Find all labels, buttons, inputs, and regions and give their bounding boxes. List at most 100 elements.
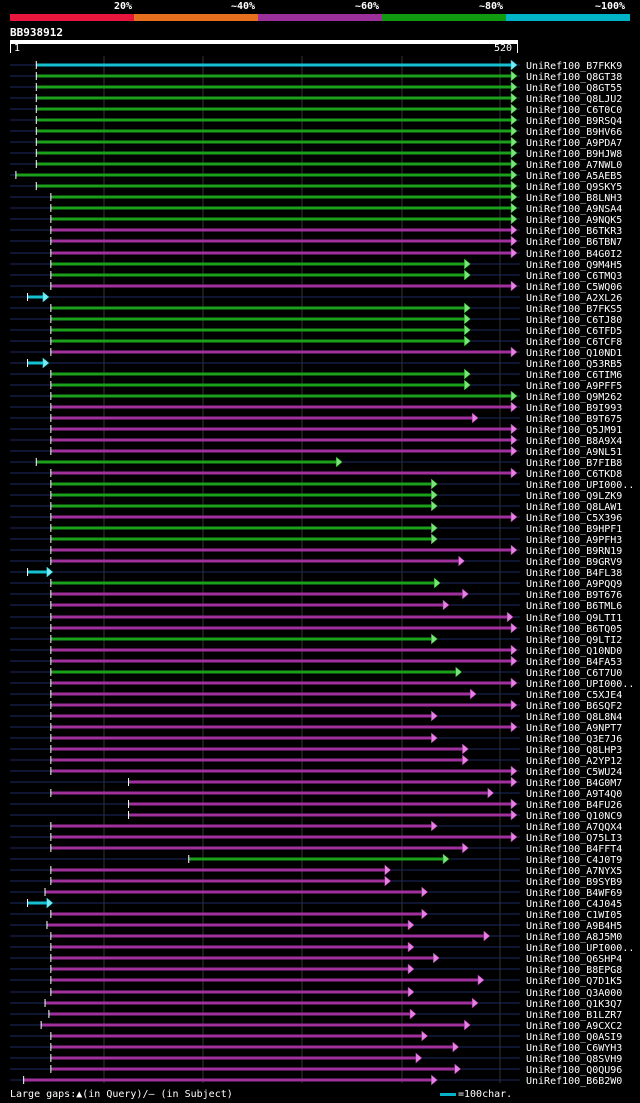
hit-name: UniRef100_B4G0I2 bbox=[526, 249, 622, 260]
hit-bar bbox=[36, 96, 514, 100]
hit-name: UniRef100_A9PDA7 bbox=[526, 138, 622, 149]
hit-end-arrow bbox=[442, 853, 450, 865]
hit-name: UniRef100_A9NQK5 bbox=[526, 215, 622, 226]
hit-bar bbox=[50, 273, 467, 277]
hit-name: UniRef100_Q8LJU2 bbox=[526, 94, 622, 105]
hit-end-arrow bbox=[462, 842, 469, 854]
hit-name: UniRef100_A8J5M0 bbox=[526, 932, 622, 943]
hit-bar bbox=[41, 1023, 467, 1027]
hit-name: UniRef100_Q10NC9 bbox=[526, 811, 622, 822]
hit-end-arrow bbox=[510, 655, 518, 667]
hit-name: UniRef100_Q6SHP4 bbox=[526, 954, 622, 965]
hit-name: UniRef100_A9NL51 bbox=[526, 447, 622, 458]
hit-name: UniRef100_C6TKD8 bbox=[526, 469, 622, 480]
hit-end-arrow bbox=[409, 1008, 417, 1020]
hit-end-arrow bbox=[510, 622, 518, 634]
hit-name: UniRef100_A9PQQ9 bbox=[526, 579, 622, 590]
hit-bar bbox=[50, 339, 467, 343]
hit-name: UniRef100_B6TML6 bbox=[526, 601, 622, 612]
hit-end-arrow bbox=[431, 732, 438, 744]
hit-bar bbox=[50, 681, 513, 685]
hit-end-arrow bbox=[464, 324, 471, 336]
hit-name: UniRef100_Q9LTI1 bbox=[526, 613, 622, 624]
hit-end-arrow bbox=[421, 886, 429, 898]
hit-bar bbox=[36, 140, 514, 144]
hit-end-arrow bbox=[462, 754, 469, 766]
hit-end-arrow bbox=[431, 1074, 438, 1086]
hit-end-arrow bbox=[510, 136, 518, 148]
hit-name: UniRef100_C1WI05 bbox=[526, 910, 622, 921]
hit-end-arrow bbox=[510, 776, 518, 788]
hit-name: UniRef100_B6TQ05 bbox=[526, 624, 622, 635]
hit-name: UniRef100_Q10ND0 bbox=[526, 646, 622, 657]
legend-label-60: ~60% bbox=[354, 1, 380, 12]
hit-name: UniRef100_Q8SVH9 bbox=[526, 1054, 622, 1065]
hit-end-arrow bbox=[510, 81, 518, 93]
hit-end-arrow bbox=[407, 941, 415, 953]
hit-name: UniRef100_C6WYH3 bbox=[526, 1043, 622, 1054]
hit-name: UniRef100_A9NPT7 bbox=[526, 723, 622, 734]
hit-bar bbox=[50, 394, 513, 398]
hit-end-arrow bbox=[506, 611, 514, 623]
hit-end-arrow bbox=[510, 798, 518, 810]
hit-bar bbox=[50, 405, 513, 409]
hit-end-arrow bbox=[464, 269, 471, 281]
hit-name: UniRef100_C6T7U0 bbox=[526, 668, 622, 679]
hit-bar bbox=[50, 846, 465, 850]
hit-bar bbox=[50, 239, 513, 243]
hit-end-arrow bbox=[464, 313, 471, 325]
hit-end-arrow bbox=[510, 213, 518, 225]
hit-end-arrow bbox=[471, 412, 479, 424]
hit-bar bbox=[50, 603, 446, 607]
hit-bar bbox=[50, 548, 513, 552]
legend-segment-cyan bbox=[506, 14, 630, 21]
hit-bar bbox=[50, 449, 513, 453]
hit-bar bbox=[36, 151, 514, 155]
hit-bar bbox=[50, 824, 434, 828]
hit-bar bbox=[50, 251, 513, 255]
hit-name: UniRef100_UPI000.. bbox=[526, 943, 634, 954]
hit-end-arrow bbox=[384, 864, 392, 876]
hit-bar bbox=[50, 736, 434, 740]
hit-bar bbox=[50, 195, 513, 199]
hit-end-arrow bbox=[510, 114, 518, 126]
hit-end-arrow bbox=[510, 765, 518, 777]
hit-end-arrow bbox=[510, 831, 518, 843]
hit-bar bbox=[50, 427, 513, 431]
hit-end-arrow bbox=[431, 633, 438, 645]
hit-bar bbox=[50, 912, 424, 916]
hit-bar bbox=[36, 184, 514, 188]
hit-bar bbox=[50, 692, 473, 696]
hit-name: UniRef100_B9RSQ4 bbox=[526, 116, 622, 127]
hit-bar bbox=[15, 173, 514, 177]
hit-end-arrow bbox=[510, 423, 518, 435]
hit-bar bbox=[50, 438, 513, 442]
hit-end-arrow bbox=[510, 70, 518, 82]
hit-bar bbox=[27, 570, 49, 574]
hit-bar bbox=[50, 1056, 418, 1060]
hit-name: UniRef100_Q9LTI2 bbox=[526, 635, 622, 646]
hit-bar bbox=[50, 1045, 455, 1049]
hit-bar bbox=[36, 107, 514, 111]
hit-end-arrow bbox=[421, 908, 429, 920]
hit-name: UniRef100_B4FFT4 bbox=[526, 844, 622, 855]
hit-end-arrow bbox=[462, 743, 469, 755]
hit-end-arrow bbox=[471, 997, 479, 1009]
hit-end-arrow bbox=[510, 280, 518, 292]
hit-bar bbox=[50, 504, 434, 508]
hit-name: UniRef100_Q1K3Q7 bbox=[526, 999, 622, 1010]
hit-bar bbox=[50, 1034, 424, 1038]
hit-name: UniRef100_Q9M4H5 bbox=[526, 260, 622, 271]
hit-bar bbox=[50, 350, 513, 354]
hit-bar bbox=[50, 317, 467, 321]
hit-end-arrow bbox=[510, 390, 518, 402]
hit-end-arrow bbox=[464, 1019, 471, 1031]
hit-end-arrow bbox=[510, 699, 518, 711]
hit-name: UniRef100_A7NWL0 bbox=[526, 160, 622, 171]
hit-bar bbox=[50, 416, 475, 420]
hit-end-arrow bbox=[42, 291, 50, 303]
hit-bar bbox=[50, 879, 387, 883]
hit-bar bbox=[50, 262, 467, 266]
legend-segment-red bbox=[10, 14, 134, 21]
query-tick-start bbox=[10, 44, 11, 53]
